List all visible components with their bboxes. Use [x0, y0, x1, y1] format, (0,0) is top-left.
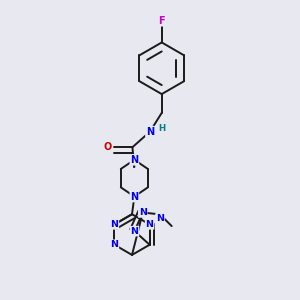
Text: N: N	[110, 220, 118, 229]
Text: N: N	[110, 240, 118, 249]
Text: N: N	[130, 226, 139, 236]
Text: F: F	[158, 16, 165, 26]
Text: N: N	[146, 127, 154, 136]
Text: N: N	[130, 155, 138, 165]
Text: N: N	[146, 220, 154, 229]
Text: N: N	[156, 214, 164, 223]
Text: N: N	[139, 208, 147, 217]
Text: N: N	[130, 191, 138, 202]
Text: H: H	[158, 124, 165, 133]
Text: O: O	[103, 142, 112, 152]
